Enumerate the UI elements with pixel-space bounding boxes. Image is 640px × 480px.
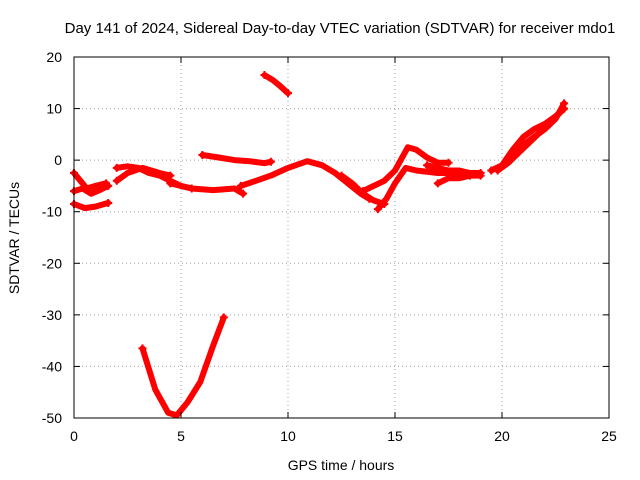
series-point: [112, 176, 121, 185]
series-point: [219, 313, 228, 322]
series-point: [476, 171, 485, 180]
x-tick-label: 0: [70, 428, 78, 444]
series-point: [284, 89, 292, 98]
series-point: [166, 171, 175, 180]
series-point: [166, 179, 175, 188]
x-tick-label: 20: [494, 428, 510, 444]
series-point: [358, 187, 367, 196]
series-arc-18: [505, 100, 568, 164]
series-point: [260, 71, 269, 80]
series-point: [433, 179, 442, 188]
y-tick-label: -40: [42, 358, 62, 374]
series-arc-3: [71, 199, 112, 212]
y-axis-label: SDTVAR / TECUs: [6, 182, 22, 294]
series-point: [560, 99, 569, 108]
y-tick-label: -10: [42, 204, 62, 220]
series-point: [138, 344, 147, 353]
plot-frame: [73, 56, 610, 419]
y-tick-label: -30: [42, 307, 62, 323]
x-tick-label: 10: [280, 428, 296, 444]
series-point: [423, 161, 432, 170]
y-tick-label: 10: [46, 101, 62, 117]
series-arc-5: [113, 164, 174, 184]
series-point: [104, 198, 113, 207]
series-point: [504, 156, 513, 165]
series-arc-12: [359, 144, 452, 195]
x-tick-label: 25: [601, 428, 617, 444]
y-tick-label: 20: [46, 49, 62, 65]
series-arc-8: [199, 152, 274, 167]
series-point: [373, 205, 382, 214]
series-arc-10: [261, 72, 291, 97]
grid: [74, 57, 609, 418]
y-tick-label: -50: [42, 410, 62, 426]
series-point: [198, 150, 207, 159]
series-arc-15: [434, 172, 484, 187]
x-tick-label: 15: [387, 428, 403, 444]
series-point: [236, 181, 245, 190]
series-point: [266, 157, 275, 166]
y-tick-label: 0: [54, 152, 62, 168]
axis-ticks: 0 5 10 15 20 25 20 10 0 -10 -20 -30 -40 -50: [42, 49, 617, 444]
x-tick-label: 5: [177, 428, 185, 444]
y-tick-label: -20: [42, 255, 62, 271]
series-point: [493, 166, 502, 175]
data-series: [70, 71, 569, 419]
series-arc-2: [71, 182, 112, 197]
series-arc-7: [167, 180, 247, 197]
series-point: [239, 189, 248, 198]
chart-title: Day 141 of 2024, Sidereal Day-to-day VTE…: [65, 20, 616, 37]
series-point: [444, 158, 453, 167]
series-point: [112, 163, 121, 172]
series-point: [337, 171, 346, 180]
series-point: [104, 181, 113, 190]
series-arc-6: [139, 314, 227, 419]
x-axis-label: GPS time / hours: [288, 457, 395, 473]
